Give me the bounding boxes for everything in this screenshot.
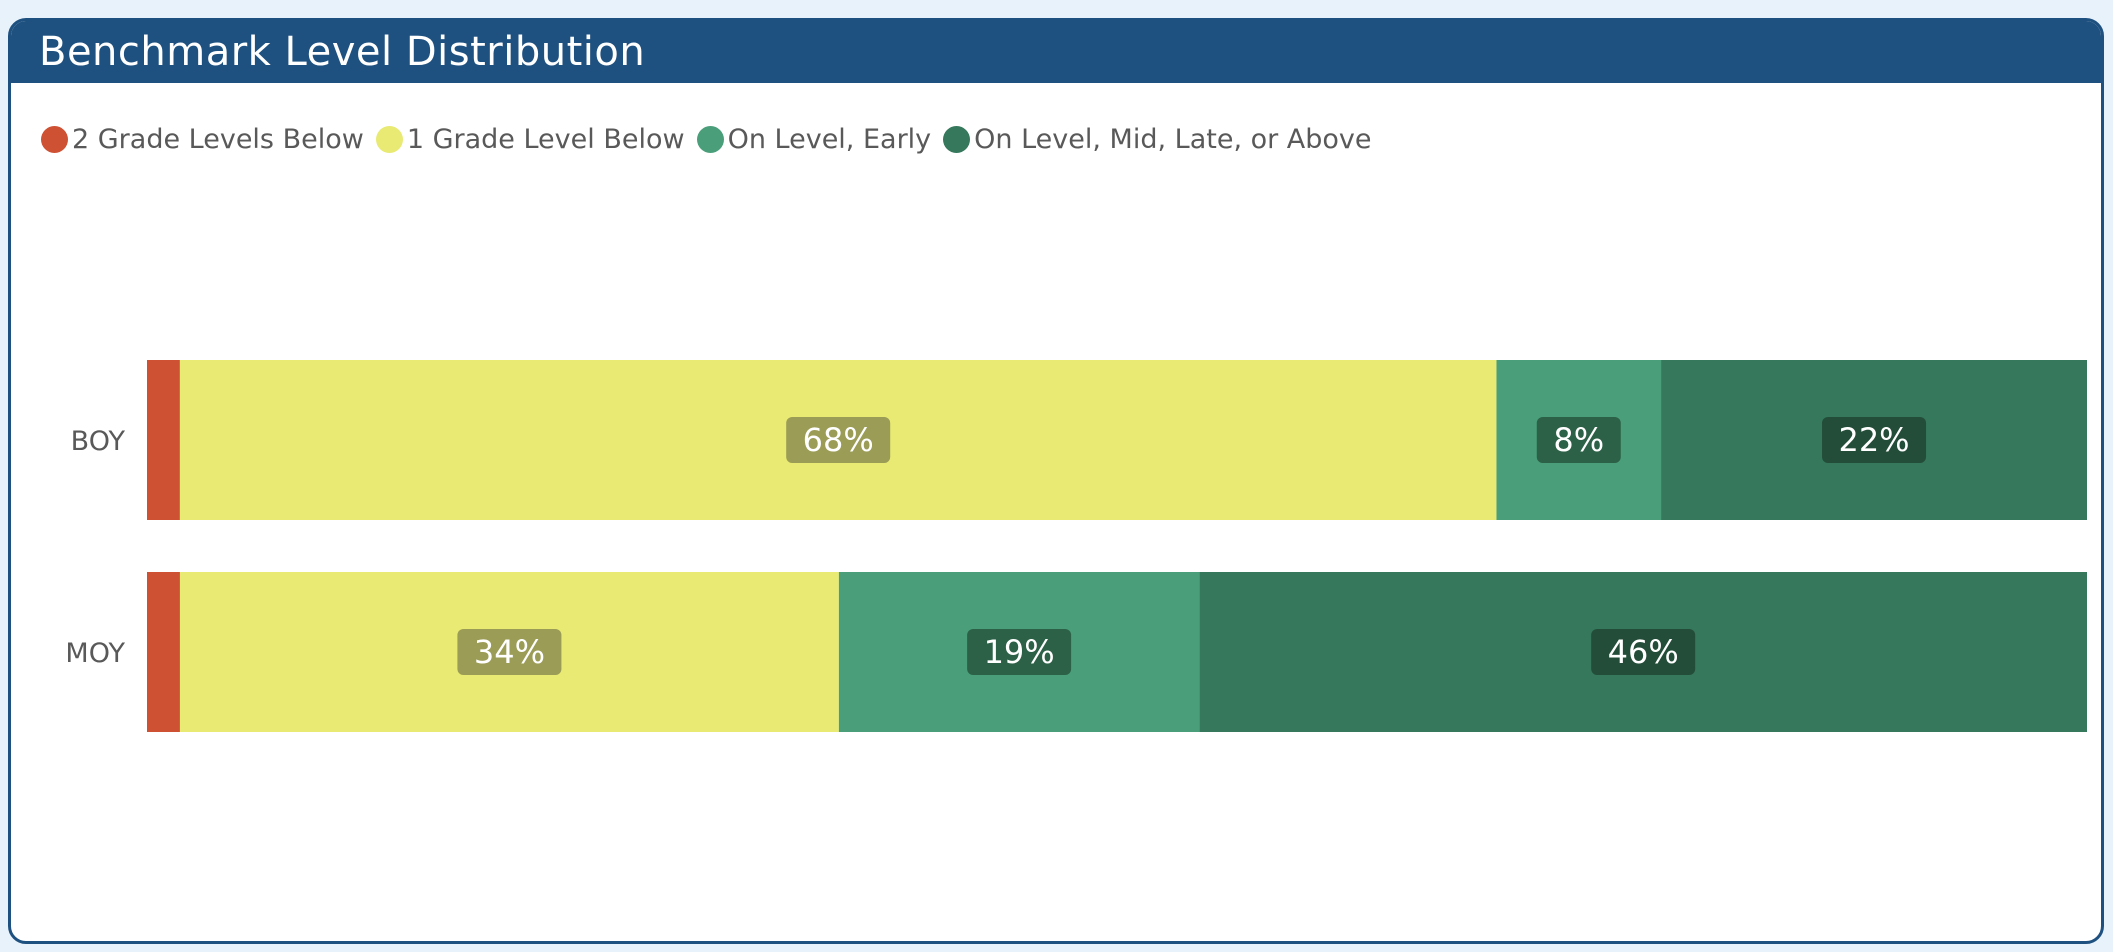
- legend-dot-icon: [943, 125, 971, 153]
- legend-item-2-below[interactable]: 2 Grade Levels Below: [41, 124, 364, 155]
- bar-chart: BOY 68% 8% 22% MOY 34% 19% 46%: [65, 360, 2087, 732]
- card-header: Benchmark Level Distribution: [11, 21, 2101, 83]
- chart-card: Benchmark Level Distribution 2 Grade Lev…: [8, 18, 2104, 944]
- legend-label: 1 Grade Level Below: [406, 123, 685, 155]
- legend-item-1-below[interactable]: 1 Grade Level Below: [375, 123, 685, 155]
- category-label-moy: MOY: [65, 638, 125, 669]
- legend-item-on-level-early[interactable]: On Level, Early: [696, 123, 932, 155]
- data-label-boy-1: 68%: [803, 421, 874, 459]
- legend: 2 Grade Levels Below 1 Grade Level Below…: [41, 119, 1384, 159]
- data-label-boy-2: 8%: [1553, 421, 1604, 459]
- legend-label: 2 Grade Levels Below: [72, 123, 364, 155]
- data-label-moy-1: 34%: [474, 633, 545, 671]
- bar-segment-boy-0[interactable]: [147, 360, 180, 520]
- data-label-box: [1536, 417, 1621, 463]
- category-label-boy: BOY: [71, 426, 126, 457]
- legend-label: On Level, Mid, Late, or Above: [974, 123, 1372, 155]
- legend-dot-icon: [696, 125, 724, 153]
- legend-dot-icon: [41, 125, 68, 153]
- data-label-moy-3: 46%: [1608, 633, 1679, 671]
- data-label-box: [967, 629, 1072, 675]
- chart-title: Benchmark Level Distribution: [39, 29, 646, 75]
- data-label-box: [1822, 417, 1927, 463]
- legend-item-on-level-mid-late[interactable]: On Level, Mid, Late, or Above: [943, 123, 1372, 155]
- data-label-moy-2: 19%: [984, 633, 1055, 671]
- data-label-box: [786, 417, 891, 463]
- legend-label: On Level, Early: [727, 123, 932, 155]
- data-label-box: [457, 629, 562, 675]
- data-label-box: [1591, 629, 1696, 675]
- legend-dot-icon: [375, 125, 403, 153]
- bar-segment-moy-0[interactable]: [147, 572, 180, 732]
- data-label-boy-3: 22%: [1838, 421, 1909, 459]
